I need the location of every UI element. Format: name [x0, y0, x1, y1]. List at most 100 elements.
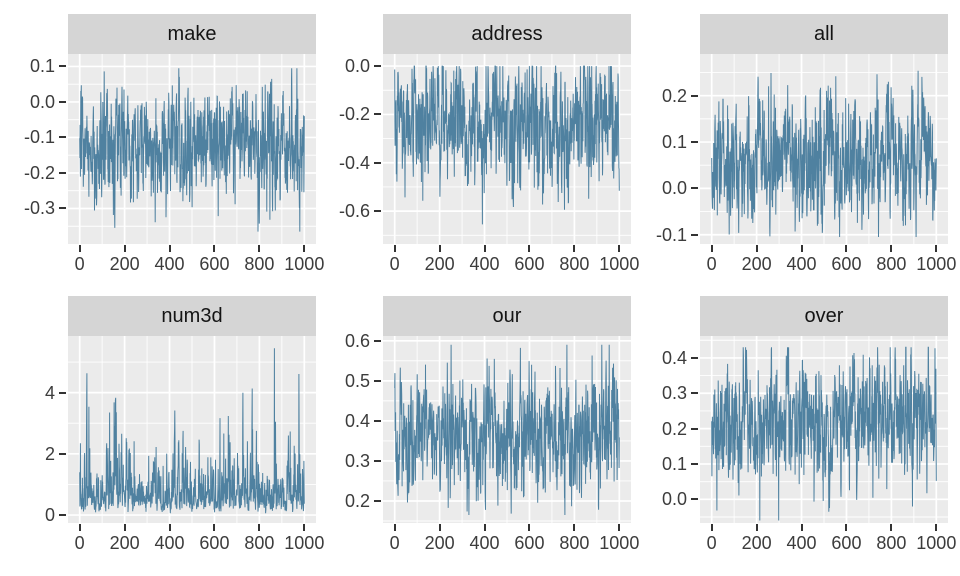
- y-tick-mark: [691, 427, 698, 430]
- x-tick-label: 800: [244, 533, 275, 553]
- x-tick-label: 200: [741, 254, 772, 274]
- y-tick-label: 0.1: [661, 132, 687, 153]
- facet-make: make 0.1 0.0 -0.1 -0.2 -0.3 0 200 400 600 800 100…: [0, 14, 324, 282]
- panel-canvas: [68, 54, 316, 244]
- plot-panel: [383, 336, 631, 523]
- x-tick-label: 200: [109, 254, 140, 274]
- x-tick-mark: [890, 524, 893, 531]
- y-tick-label: 0.1: [661, 453, 687, 474]
- y-tick-mark: [691, 498, 698, 501]
- trace-line: [711, 70, 937, 238]
- y-axis: 0.2 0.1 0.0 -0.1: [631, 54, 700, 245]
- y-tick-label: 0.4: [344, 410, 370, 431]
- facet-strip-address: address: [383, 14, 631, 54]
- x-tick-label: 1000: [284, 254, 325, 274]
- facet-address: address 0.0 -0.2 -0.4 -0.6 0 200 400 600 800 100…: [316, 14, 639, 282]
- facet-num3d: num3d 4 2 0 0 200 400 600 800 1000: [0, 296, 324, 561]
- y-tick-mark: [374, 210, 381, 213]
- x-tick-mark: [845, 524, 848, 531]
- plot-panel: [700, 336, 948, 523]
- panel-canvas: [68, 336, 316, 523]
- y-tick-label: 0.0: [29, 91, 55, 112]
- x-tick-label: 800: [876, 533, 907, 553]
- y-tick-label: -0.6: [338, 201, 370, 222]
- panel-canvas: [383, 54, 631, 244]
- x-tick-mark: [168, 245, 171, 252]
- x-tick-mark: [755, 245, 758, 252]
- y-tick-mark: [374, 161, 381, 164]
- facet-strip-over: over: [700, 296, 948, 336]
- x-tick-mark: [935, 524, 938, 531]
- x-tick-label: 200: [424, 254, 455, 274]
- y-tick-mark: [59, 391, 66, 394]
- x-tick-mark: [573, 245, 576, 252]
- x-tick-mark: [483, 245, 486, 252]
- x-tick-mark: [528, 524, 531, 531]
- x-tick-mark: [123, 245, 126, 252]
- facet-row-top: make 0.1 0.0 -0.1 -0.2 -0.3 0 200 400 600 800 100…: [0, 14, 960, 282]
- x-tick-mark: [258, 524, 261, 531]
- x-tick-label: 400: [469, 254, 500, 274]
- x-tick-label: 800: [244, 254, 275, 274]
- x-tick-label: 600: [514, 254, 545, 274]
- x-tick-mark: [755, 524, 758, 531]
- facet-all: all 0.2 0.1 0.0 -0.1 0 200 400 600 800 1000: [631, 14, 956, 282]
- x-tick-label: 800: [559, 533, 590, 553]
- facet-title: num3d: [161, 305, 223, 327]
- x-tick-label: 200: [424, 533, 455, 553]
- y-tick-label: 0.2: [661, 418, 687, 439]
- x-tick-mark: [123, 524, 126, 531]
- y-axis: 0.1 0.0 -0.1 -0.2 -0.3: [0, 54, 68, 244]
- y-tick-label: 0.6: [344, 330, 370, 351]
- y-axis: 0.4 0.3 0.2 0.1 0.0: [631, 336, 700, 523]
- x-tick-label: 0: [74, 254, 85, 274]
- y-tick-label: -0.1: [655, 224, 687, 245]
- y-tick-label: 4: [44, 382, 55, 403]
- trace-line: [394, 65, 620, 225]
- y-axis: 0.6 0.5 0.4 0.3 0.2: [316, 331, 383, 523]
- y-tick-mark: [59, 171, 66, 174]
- y-tick-label: 0.2: [344, 490, 370, 511]
- y-tick-mark: [374, 459, 381, 462]
- x-tick-label: 0: [389, 254, 400, 274]
- x-axis: 0 200 400 600 800 1000: [383, 523, 639, 561]
- x-tick-mark: [168, 524, 171, 531]
- y-tick-mark: [691, 233, 698, 236]
- x-axis: 0 200 400 600 800 1000: [383, 244, 639, 282]
- y-tick-label: 0.5: [344, 370, 370, 391]
- y-tick-mark: [59, 452, 66, 455]
- facet-strip-num3d: num3d: [68, 296, 316, 336]
- y-tick-label: 0.0: [661, 489, 687, 510]
- x-tick-label: 400: [154, 533, 185, 553]
- x-tick-label: 400: [469, 533, 500, 553]
- x-tick-label: 600: [199, 254, 230, 274]
- y-tick-mark: [691, 141, 698, 144]
- plot-panel: [68, 54, 316, 244]
- x-tick-mark: [800, 524, 803, 531]
- facet-over: over 0.4 0.3 0.2 0.1 0.0 0 200 400 600 800 1000: [631, 296, 956, 561]
- x-tick-mark: [393, 524, 396, 531]
- facet-title: make: [167, 23, 217, 45]
- trace-line: [79, 348, 305, 514]
- y-tick-mark: [374, 339, 381, 342]
- x-axis: 0 200 400 600 800 1000: [68, 523, 324, 561]
- x-tick-label: 400: [786, 533, 817, 553]
- x-tick-mark: [438, 524, 441, 531]
- y-tick-mark: [59, 136, 66, 139]
- y-axis: 0.0 -0.2 -0.4 -0.6: [316, 54, 383, 244]
- x-tick-label: 400: [154, 254, 185, 274]
- x-tick-mark: [618, 245, 621, 252]
- x-tick-mark: [710, 524, 713, 531]
- y-tick-mark: [374, 379, 381, 382]
- y-tick-label: 0.0: [661, 178, 687, 199]
- y-tick-label: -0.2: [23, 162, 55, 183]
- x-tick-mark: [845, 245, 848, 252]
- x-tick-label: 0: [74, 533, 85, 553]
- x-tick-label: 1000: [916, 254, 957, 274]
- x-tick-mark: [890, 245, 893, 252]
- facet-title: all: [813, 23, 834, 45]
- trace-line: [79, 68, 305, 232]
- x-tick-mark: [710, 245, 713, 252]
- facet-our: our 0.6 0.5 0.4 0.3 0.2 0 200 400 600 800 1000: [316, 296, 639, 561]
- x-tick-mark: [573, 524, 576, 531]
